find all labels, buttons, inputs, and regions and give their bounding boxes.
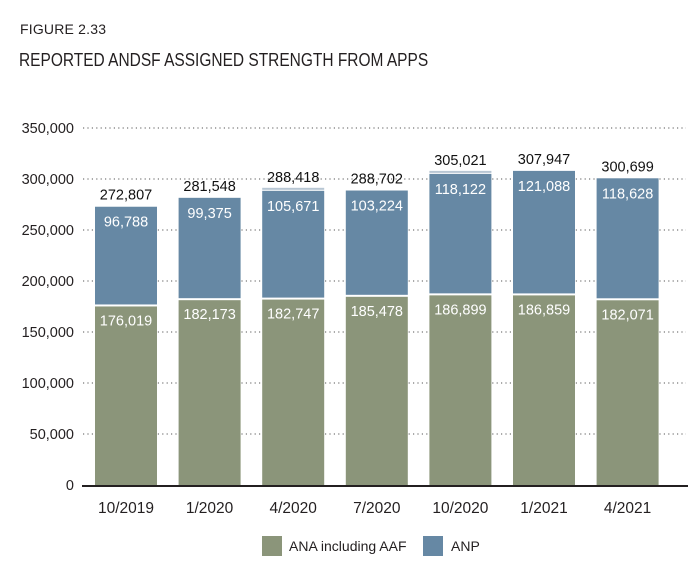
anp-value-label: 118,628 bbox=[602, 186, 653, 202]
total-label: 281,548 bbox=[183, 179, 235, 195]
ana-value-label: 186,859 bbox=[518, 302, 570, 318]
total-label: 288,418 bbox=[267, 170, 319, 186]
y-tick-label: 0 bbox=[66, 478, 74, 494]
anp-value-label: 103,224 bbox=[351, 199, 403, 215]
bar-anp bbox=[429, 173, 492, 294]
bar-anp bbox=[95, 206, 157, 305]
ana-value-label: 186,899 bbox=[434, 302, 486, 318]
x-tick-label: 4/2020 bbox=[269, 500, 317, 517]
bar-cap-strip bbox=[429, 170, 492, 173]
total-label: 305,021 bbox=[434, 153, 486, 169]
chart-title: REPORTED ANDSF ASSIGNED STRENGTH FROM AP… bbox=[19, 50, 429, 70]
y-tick-label: 200,000 bbox=[22, 274, 74, 290]
y-tick-label: 150,000 bbox=[22, 325, 74, 341]
anp-value-label: 121,088 bbox=[518, 179, 570, 195]
x-tick-label: 7/2020 bbox=[353, 500, 401, 517]
y-tick-label: 350,000 bbox=[22, 121, 74, 137]
bar-anp bbox=[345, 190, 408, 295]
bar-ana bbox=[95, 306, 157, 485]
x-tick-label: 1/2020 bbox=[186, 500, 234, 517]
bar-anp bbox=[178, 197, 241, 299]
ana-value-label: 182,747 bbox=[267, 307, 319, 323]
bar-ana bbox=[262, 299, 325, 485]
legend-label-ana: ANA including AAF bbox=[289, 538, 407, 554]
anp-value-label: 96,788 bbox=[104, 215, 148, 231]
total-label: 307,947 bbox=[518, 152, 570, 168]
bar-ana bbox=[178, 300, 241, 485]
bar-ana bbox=[513, 295, 575, 485]
anp-value-label: 99,375 bbox=[187, 206, 231, 222]
ana-value-label: 182,071 bbox=[601, 307, 653, 323]
bar-ana bbox=[596, 300, 659, 485]
y-tick-label: 50,000 bbox=[30, 427, 74, 443]
ana-value-label: 185,478 bbox=[351, 304, 403, 320]
total-label: 288,702 bbox=[351, 172, 403, 188]
bar-anp bbox=[262, 190, 325, 298]
legend-swatch-ana bbox=[262, 536, 282, 556]
ana-value-label: 182,173 bbox=[183, 307, 235, 323]
y-tick-label: 100,000 bbox=[22, 376, 74, 392]
x-tick-label: 1/2021 bbox=[520, 500, 567, 517]
bar-cap-strip bbox=[262, 187, 325, 190]
y-tick-label: 300,000 bbox=[22, 172, 74, 188]
y-tick-label: 250,000 bbox=[22, 223, 74, 239]
x-tick-label: 10/2019 bbox=[98, 500, 154, 517]
anp-value-label: 105,671 bbox=[267, 199, 319, 215]
bar-ana bbox=[345, 296, 408, 485]
total-label: 300,699 bbox=[601, 159, 653, 175]
bar-ana bbox=[429, 295, 492, 485]
bar-anp bbox=[513, 170, 575, 294]
total-label: 272,807 bbox=[100, 188, 152, 204]
legend-label-anp: ANP bbox=[451, 538, 480, 554]
figure-label: FIGURE 2.33 bbox=[20, 21, 107, 37]
anp-value-label: 118,122 bbox=[435, 182, 486, 198]
bar-anp bbox=[596, 178, 659, 299]
x-tick-label: 4/2021 bbox=[604, 500, 651, 517]
x-tick-label: 10/2020 bbox=[432, 500, 488, 517]
legend-swatch-anp bbox=[423, 536, 443, 556]
ana-value-label: 176,019 bbox=[100, 313, 152, 329]
